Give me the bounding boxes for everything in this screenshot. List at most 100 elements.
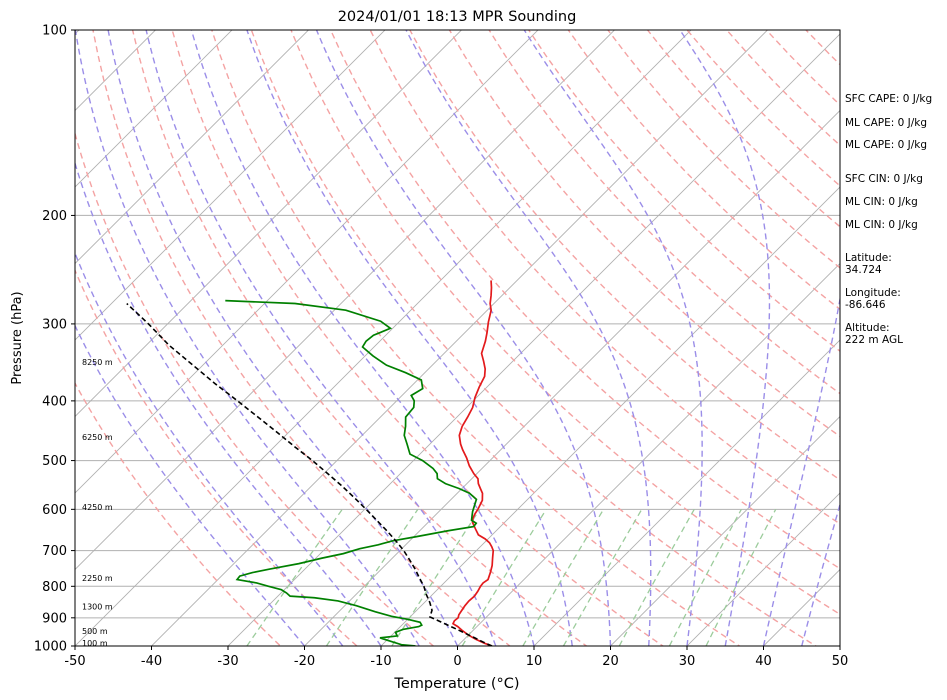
- mixing-ratio-line: [325, 508, 419, 646]
- info-text: ML CIN: 0 J/kg: [845, 219, 918, 231]
- y-tick-label: 200: [42, 209, 67, 224]
- height-label: 100 m: [82, 639, 108, 648]
- moist-adiabat: [107, 30, 459, 646]
- isotherm-line: [75, 30, 539, 494]
- dry-adiabat: [250, 30, 818, 646]
- isotherm-line: [303, 109, 840, 646]
- height-label: 4250 m: [82, 503, 113, 512]
- isotherm-line: [75, 30, 233, 188]
- isotherm-line: [380, 186, 840, 646]
- x-tick-label: 30: [679, 654, 696, 669]
- info-text: ML CAPE: 0 J/kg: [845, 139, 927, 151]
- y-tick-label: 900: [42, 611, 67, 626]
- y-tick-label: 1000: [34, 640, 67, 655]
- height-labels: 100 m 500 m 1300 m 2250 m 4250 m 6250 m 8250 m: [82, 358, 113, 648]
- moist-adiabat: [315, 30, 612, 646]
- isotherm-line: [75, 30, 386, 341]
- moist-adiabat: [75, 251, 344, 646]
- height-label: 2250 m: [82, 574, 113, 583]
- isotherm-line: [227, 33, 840, 646]
- mixing-ratio-line: [562, 509, 643, 646]
- dry-adiabat: [75, 130, 435, 646]
- x-tick-label: -10: [370, 654, 391, 669]
- isotherm-line: [75, 30, 463, 418]
- x-tick-label: -50: [64, 654, 85, 669]
- info-text: SFC CIN: 0 J/kg: [845, 173, 923, 185]
- x-axis-title: Temperature (°C): [393, 676, 519, 692]
- mixing-ratio-line: [705, 509, 777, 646]
- isotherm-line: [456, 262, 840, 646]
- x-tick-label: 10: [526, 654, 543, 669]
- moist-adiabat: [190, 30, 535, 646]
- x-tick-label: 50: [832, 654, 849, 669]
- info-text: Longitude:: [845, 287, 901, 299]
- y-axis-title: Pressure (hPa): [10, 291, 25, 384]
- dry-adiabat: [448, 30, 840, 438]
- y-tick-label: 100: [42, 24, 67, 39]
- sounding-info-panel: SFC CAPE: 0 J/kg ML CAPE: 0 J/kg ML CAPE: …: [845, 93, 932, 346]
- height-label: 1300 m: [82, 602, 113, 611]
- x-tick-label: 20: [602, 654, 619, 669]
- mixing-ratio-line: [391, 508, 481, 646]
- height-label: 6250 m: [82, 433, 113, 442]
- y-tick-label: 400: [42, 394, 67, 409]
- background-reference-lines: [75, 30, 840, 646]
- temperature-profile: [451, 280, 495, 646]
- y-tick-label: 600: [42, 503, 67, 518]
- mixing-ratio-line: [461, 508, 547, 646]
- info-text: Altitude:: [845, 322, 890, 334]
- info-text: SFC CAPE: 0 J/kg: [845, 93, 932, 105]
- isotherm-line: [686, 492, 840, 646]
- info-text: 222 m AGL: [845, 334, 903, 346]
- isotherm-line: [533, 339, 840, 646]
- isotherm-line: [609, 415, 840, 646]
- moist-adiabat: [523, 30, 703, 646]
- dry-adiabat: [92, 30, 512, 646]
- moist-adiabat: [145, 30, 497, 646]
- info-text: -86.646: [845, 299, 886, 311]
- y-tick-label: 500: [42, 454, 67, 469]
- profile-lines: [126, 280, 495, 646]
- height-label: 500 m: [82, 627, 108, 636]
- isotherm-line: [150, 30, 769, 646]
- moist-adiabat: [246, 30, 573, 646]
- moist-adiabat: [75, 30, 420, 646]
- x-tick-label: -20: [294, 654, 315, 669]
- mixing-ratio-line: [618, 509, 695, 646]
- dry-adiabat: [131, 30, 588, 646]
- mixing-ratio-line: [522, 509, 605, 646]
- dry-adiabat: [488, 30, 840, 395]
- info-text: Latitude:: [845, 252, 892, 264]
- y-tick-label: 300: [42, 317, 67, 332]
- dry-adiabat: [527, 30, 840, 353]
- y-tick-label: 700: [42, 544, 67, 559]
- y-tick-label: 800: [42, 580, 67, 595]
- moist-adiabat: [801, 501, 840, 646]
- mixing-ratio-line: [246, 508, 343, 646]
- info-text: 34.724: [845, 264, 882, 276]
- moist-adiabat: [762, 295, 840, 646]
- mixing-ratio-line: [668, 509, 742, 646]
- info-text: ML CAPE: 0 J/kg: [845, 117, 927, 129]
- height-label: 8250 m: [82, 358, 113, 367]
- dry-adiabat: [211, 30, 741, 646]
- isotherm-line: [75, 30, 692, 646]
- x-tick-label: 0: [453, 654, 461, 669]
- x-tick-label: -30: [217, 654, 238, 669]
- isotherm-line: [75, 30, 616, 571]
- dry-adiabat: [75, 381, 282, 646]
- parcel-profile: [126, 302, 493, 646]
- moist-adiabat: [405, 30, 652, 646]
- dry-adiabat: [75, 268, 358, 646]
- chart-title: 2024/01/01 18:13 MPR Sounding: [338, 9, 577, 25]
- x-tick-label: -40: [141, 654, 162, 669]
- x-tick-label: 40: [755, 654, 772, 669]
- moist-adiabat: [75, 160, 382, 646]
- info-text: ML CIN: 0 J/kg: [845, 196, 918, 208]
- dewpoint-profile: [225, 299, 478, 646]
- axis-ticks: -50 -40 -30 -20 -10 0 10 20 30 40 50 100 200 300 400 50…: [34, 24, 848, 670]
- moist-adiabat: [679, 30, 771, 646]
- isotherm-line: [75, 30, 310, 265]
